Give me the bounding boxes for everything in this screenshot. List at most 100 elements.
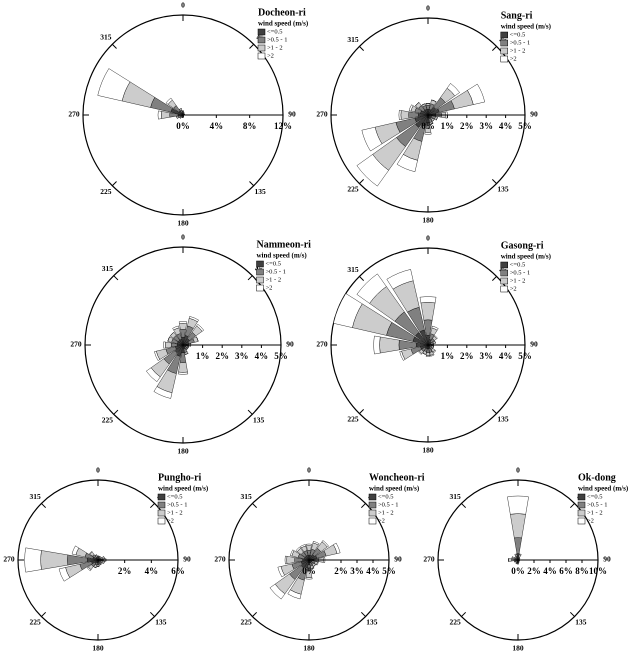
legend-title: wind speed (m/s) xyxy=(258,20,309,28)
wind-bar xyxy=(161,111,171,119)
radial-tick-label: 5% xyxy=(382,566,396,576)
radial-tick-label: 2% xyxy=(118,566,132,576)
legend-swatch xyxy=(368,493,377,501)
legend-swatch xyxy=(368,517,377,525)
radial-tick-label: 1% xyxy=(441,121,455,131)
angle-tick-label: 0 xyxy=(181,233,185,242)
angle-tick-label: 135 xyxy=(155,618,167,627)
angle-tick-label: 135 xyxy=(253,415,265,424)
legend-title: wind speed (m/s) xyxy=(369,485,420,493)
angle-tick xyxy=(461,611,467,617)
wind-bar xyxy=(306,543,312,547)
radial-tick-label: 4% xyxy=(543,566,557,576)
legend-swatch xyxy=(500,269,508,277)
wind-bar xyxy=(103,556,105,559)
wind-bar xyxy=(187,346,189,349)
angle-tick-label: 135 xyxy=(254,187,266,196)
wind-rose: 045901351802252703150%4%8%12%Docheon-riw… xyxy=(68,1,308,228)
angle-tick-label: 225 xyxy=(449,618,461,627)
wind-bar xyxy=(446,83,460,97)
legend-label: >1 - 2 xyxy=(167,509,183,516)
wind-bar xyxy=(86,566,92,572)
wind-bar xyxy=(424,131,432,135)
wind-bar xyxy=(400,110,410,120)
angle-tick xyxy=(41,611,47,617)
wind-bar xyxy=(40,550,68,570)
angle-tick xyxy=(249,43,255,49)
legend-swatch xyxy=(256,260,264,268)
wind-bar xyxy=(467,83,485,105)
legend-label: >1 - 2 xyxy=(587,509,603,516)
wind-bar xyxy=(157,110,162,120)
chart-title: Ok-dong xyxy=(578,472,616,483)
wind-bar xyxy=(196,323,205,332)
angle-tick xyxy=(359,408,365,414)
wind-bar xyxy=(153,386,173,399)
wind-bar xyxy=(425,103,431,106)
angle-tick xyxy=(491,178,497,184)
wind-bar xyxy=(188,316,199,323)
wind-bar xyxy=(306,545,312,551)
angle-tick-label: 90 xyxy=(530,340,538,349)
legend-label: >2 xyxy=(167,517,174,524)
angle-tick-label: 180 xyxy=(177,219,189,228)
angle-tick-label: 315 xyxy=(347,35,359,44)
wind-rose: 0 45 90 135 180 225 270 315 1% 2% 3% 4% 5% Gasong-ri w… xyxy=(316,234,551,455)
wind-rose: 0 45 90 135 180 225 270 315 1% 2% 3% 4% 5% Nammeon-ri… xyxy=(70,233,311,456)
angle-tick-label: 180 xyxy=(422,216,434,225)
legend-swatch xyxy=(577,517,586,525)
wind-rose: 045901351802252703150%2%3%4%5%Woncheon-r… xyxy=(214,466,424,653)
radial-tick-label: 5% xyxy=(518,121,532,131)
wind-bar xyxy=(373,335,381,355)
radial-tick-label: 4% xyxy=(499,351,513,361)
wind-bar xyxy=(177,371,189,375)
angle-tick-label: 315 xyxy=(449,492,461,501)
angle-tick-label: 225 xyxy=(347,415,359,424)
legend-swatch xyxy=(500,261,508,269)
angle-tick-label: 225 xyxy=(100,187,112,196)
wind-bar xyxy=(433,335,438,340)
legend-swatch xyxy=(500,285,508,293)
angle-tick xyxy=(569,503,575,509)
wind-bar xyxy=(145,367,161,383)
angle-tick xyxy=(252,611,258,617)
radial-tick-label: 4% xyxy=(210,121,224,131)
angle-tick xyxy=(113,275,119,281)
angle-tick-label: 270 xyxy=(3,555,15,564)
wind-bar xyxy=(269,583,286,600)
angle-tick xyxy=(111,181,117,187)
wind-bar xyxy=(71,545,80,556)
legend-swatch xyxy=(368,509,377,517)
angle-tick-label: 135 xyxy=(497,415,509,424)
wind-bar xyxy=(398,109,402,121)
angle-tick xyxy=(247,409,253,415)
wind-bar xyxy=(172,325,180,331)
angle-tick xyxy=(360,503,366,509)
angle-tick xyxy=(491,276,497,282)
legend-label: >0.5 - 1 xyxy=(267,36,287,43)
wind-bar xyxy=(379,336,400,354)
legend-label: <=0.5 xyxy=(266,260,281,267)
wind-bar xyxy=(430,123,434,125)
legend-swatch xyxy=(500,47,508,55)
legend-title: wind speed (m/s) xyxy=(578,485,629,493)
wind-bar xyxy=(519,557,521,559)
legend-swatch xyxy=(257,44,266,52)
angle-tick xyxy=(111,43,117,49)
radial-tick-label: 4% xyxy=(255,351,269,361)
wind-bar xyxy=(316,561,319,566)
legend-swatch xyxy=(256,284,264,292)
wind-bar xyxy=(514,553,517,556)
legend-swatch xyxy=(500,277,508,285)
wind-bar xyxy=(176,116,178,119)
legend-label: <=0.5 xyxy=(267,28,282,35)
legend-swatch xyxy=(157,517,166,525)
legend-label: >2 xyxy=(587,517,594,524)
wind-bar xyxy=(408,111,419,119)
legend-swatch xyxy=(157,493,166,501)
wind-bar xyxy=(178,362,188,373)
angle-tick-label: 315 xyxy=(100,33,112,42)
wind-bar xyxy=(178,321,188,324)
chart-title: Sang-ri xyxy=(501,10,533,21)
